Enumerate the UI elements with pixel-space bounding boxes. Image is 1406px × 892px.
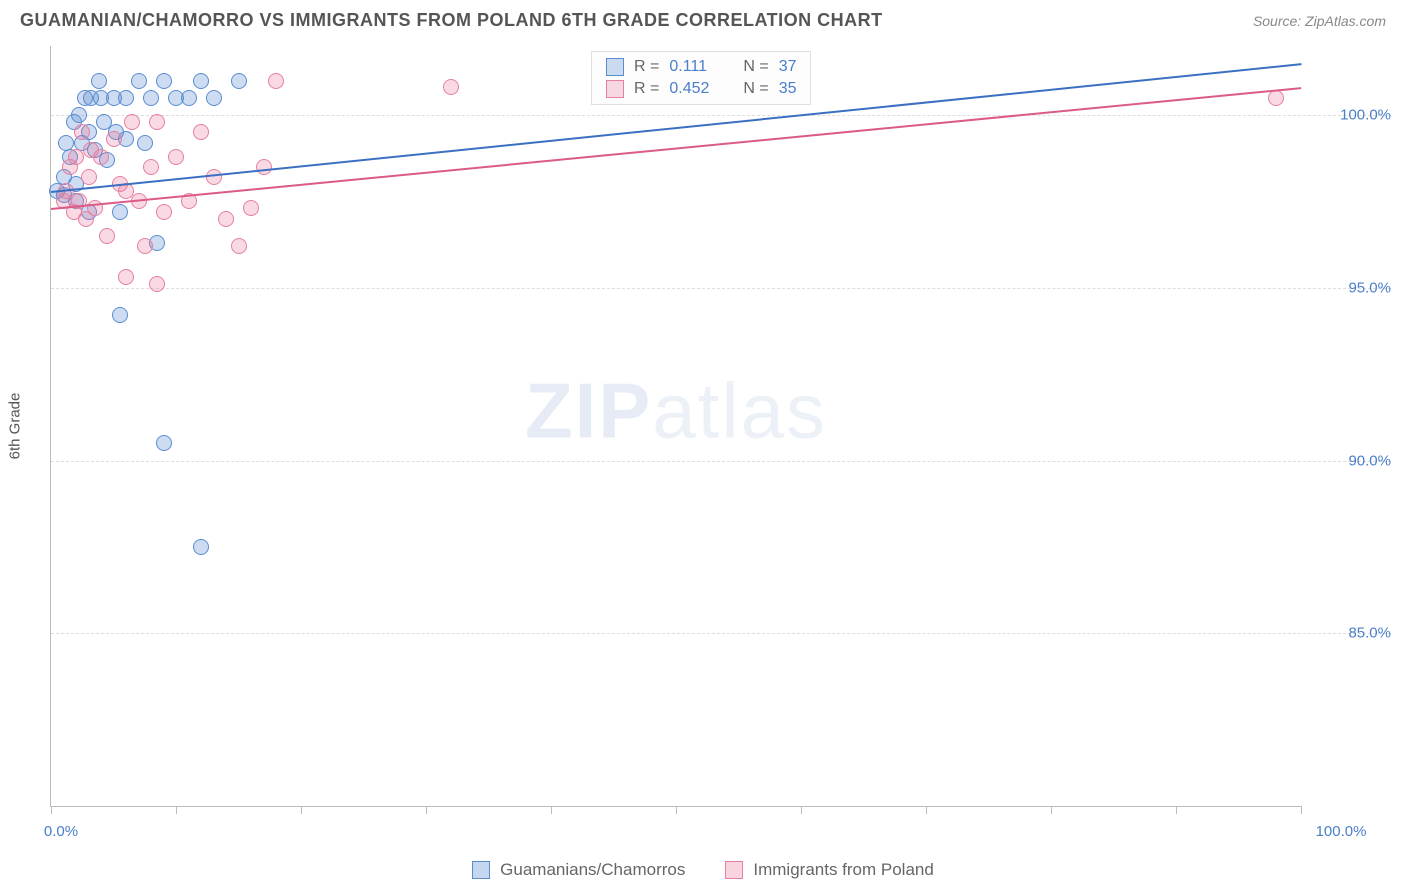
x-tick	[301, 806, 302, 814]
n-value: 37	[779, 58, 797, 76]
x-tick	[51, 806, 52, 814]
legend-swatch-icon	[472, 861, 490, 879]
scatter-point	[91, 73, 107, 89]
y-tick-label: 100.0%	[1311, 107, 1391, 124]
scatter-point	[118, 269, 134, 285]
x-tick	[1051, 806, 1052, 814]
y-tick-label: 95.0%	[1311, 279, 1391, 296]
scatter-point	[218, 211, 234, 227]
stats-row: R = 0.111 N = 37	[592, 56, 810, 78]
x-tick-label: 100.0%	[1316, 823, 1367, 840]
scatter-point	[156, 73, 172, 89]
scatter-point	[168, 149, 184, 165]
n-label: N =	[743, 80, 768, 98]
scatter-point	[118, 90, 134, 106]
scatter-point	[124, 114, 140, 130]
x-tick	[1176, 806, 1177, 814]
scatter-point	[131, 73, 147, 89]
series-swatch-icon	[606, 80, 624, 98]
scatter-point	[81, 169, 97, 185]
r-label: R =	[634, 58, 659, 76]
scatter-point	[106, 131, 122, 147]
scatter-point	[1268, 90, 1284, 106]
scatter-point	[193, 124, 209, 140]
scatter-point	[231, 73, 247, 89]
x-tick	[551, 806, 552, 814]
y-tick-label: 90.0%	[1311, 452, 1391, 469]
y-tick-label: 85.0%	[1311, 625, 1391, 642]
x-tick	[801, 806, 802, 814]
chart-container: 6th Grade ZIPatlas 85.0%90.0%95.0%100.0%…	[50, 46, 1390, 806]
gridline	[51, 115, 1391, 116]
watermark: ZIPatlas	[525, 365, 827, 456]
scatter-point	[193, 539, 209, 555]
x-tick-label: 0.0%	[44, 823, 78, 840]
legend-item: Guamanians/Chamorros	[472, 860, 685, 880]
plot-area: ZIPatlas 85.0%90.0%95.0%100.0%0.0%100.0%…	[50, 46, 1301, 807]
scatter-point	[181, 90, 197, 106]
gridline	[51, 288, 1391, 289]
trend-line	[51, 87, 1301, 210]
series-swatch-icon	[606, 58, 624, 76]
scatter-point	[231, 238, 247, 254]
r-value: 0.111	[669, 58, 721, 76]
gridline	[51, 633, 1391, 634]
scatter-point	[68, 149, 84, 165]
r-label: R =	[634, 80, 659, 98]
x-tick	[176, 806, 177, 814]
legend-swatch-icon	[725, 861, 743, 879]
source-attribution: Source: ZipAtlas.com	[1253, 13, 1386, 29]
scatter-point	[193, 73, 209, 89]
scatter-point	[149, 114, 165, 130]
legend-label: Guamanians/Chamorros	[500, 860, 685, 880]
y-axis-label: 6th Grade	[7, 393, 24, 460]
scatter-point	[112, 307, 128, 323]
r-value: 0.452	[669, 80, 721, 98]
stats-box: R = 0.111 N = 37 R = 0.452 N = 35	[591, 51, 811, 105]
scatter-point	[112, 204, 128, 220]
bottom-legend: Guamanians/Chamorros Immigrants from Pola…	[0, 860, 1406, 880]
scatter-point	[71, 107, 87, 123]
scatter-point	[99, 228, 115, 244]
scatter-point	[156, 204, 172, 220]
scatter-point	[143, 90, 159, 106]
scatter-point	[443, 79, 459, 95]
chart-title: GUAMANIAN/CHAMORRO VS IMMIGRANTS FROM PO…	[20, 10, 883, 31]
scatter-point	[149, 276, 165, 292]
n-label: N =	[743, 58, 768, 76]
x-tick	[676, 806, 677, 814]
x-tick	[426, 806, 427, 814]
scatter-point	[143, 159, 159, 175]
stats-row: R = 0.452 N = 35	[592, 78, 810, 100]
legend-label: Immigrants from Poland	[753, 860, 933, 880]
legend-item: Immigrants from Poland	[725, 860, 933, 880]
x-tick	[926, 806, 927, 814]
scatter-point	[137, 135, 153, 151]
scatter-point	[206, 169, 222, 185]
x-tick	[1301, 806, 1302, 814]
n-value: 35	[779, 80, 797, 98]
scatter-point	[74, 124, 90, 140]
gridline	[51, 461, 1391, 462]
scatter-point	[256, 159, 272, 175]
scatter-point	[243, 200, 259, 216]
scatter-point	[137, 238, 153, 254]
scatter-point	[93, 149, 109, 165]
scatter-point	[206, 90, 222, 106]
scatter-point	[156, 435, 172, 451]
scatter-point	[268, 73, 284, 89]
